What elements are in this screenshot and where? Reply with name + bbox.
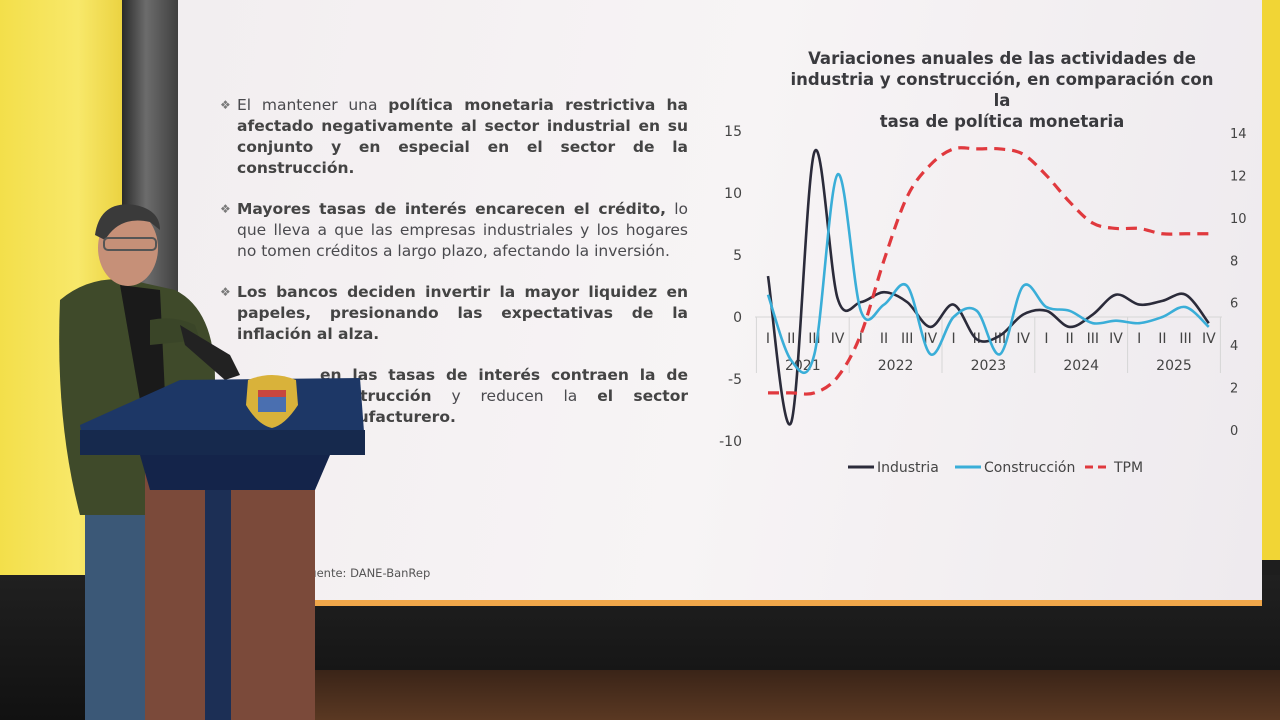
chart-title-line: Variaciones anuales de las actividades d… (808, 49, 1196, 68)
coat-of-arms-emblem (246, 375, 298, 428)
right-axis-tick-label: 0 (1230, 424, 1238, 439)
quarter-tick-label: IV (1202, 331, 1216, 347)
quarter-tick-label: I (859, 331, 863, 347)
quarter-tick-label: II (1158, 331, 1166, 347)
legend-label: Industria (877, 460, 939, 476)
bullet-2: ❖ Mayores tasas de interés encarecen el c… (220, 199, 688, 262)
quarter-tick-label: III (1179, 331, 1191, 347)
quarter-tick-label: II (787, 331, 795, 347)
slide-bullets: ❖ El mantener una política monetaria rest… (220, 95, 688, 448)
quarter-tick-label: IV (831, 331, 845, 347)
quarter-tick-label: IV (1109, 331, 1123, 347)
left-axis-tick-label: 15 (724, 124, 742, 140)
bullet-bold-text: Mayores tasas de interés encarecen el cr… (237, 200, 667, 218)
left-axis-tick-label: 0 (733, 310, 742, 326)
quarter-tick-label: II (1065, 331, 1073, 347)
source-note: . Fuente: DANE-BanRep (296, 566, 431, 580)
right-axis-tick-label: 10 (1230, 212, 1247, 227)
quarter-tick-label: II (880, 331, 888, 347)
chart-title: Variaciones anuales de las actividades d… (790, 48, 1214, 132)
chart-title-line: industria y construcción, en comparación… (790, 70, 1214, 110)
podium (80, 375, 365, 720)
bullet-text: y reducen la (431, 387, 578, 405)
right-axis-tick-label: 14 (1230, 127, 1247, 142)
bullet-3: ❖ Los bancos deciden invertir la mayor li… (220, 282, 688, 345)
quarter-tick-label: IV (1016, 331, 1030, 347)
right-axis-tick-label: 8 (1230, 254, 1238, 269)
bullet-1: ❖ El mantener una política monetaria rest… (220, 95, 688, 179)
year-tick-label: 2025 (1156, 358, 1192, 374)
year-tick-label: 2024 (1063, 358, 1099, 374)
left-axis-tick-label: 10 (724, 186, 742, 202)
quarter-tick-label: I (952, 331, 956, 347)
chart-title-line: tasa de política monetaria (879, 112, 1125, 131)
year-tick-label: 2022 (878, 358, 914, 374)
bullet-text: El mantener una (237, 96, 389, 114)
left-axis-tick-label: -10 (719, 434, 742, 450)
bullet-diamond-icon: ❖ (220, 202, 231, 216)
quarter-tick-label: III (901, 331, 913, 347)
bullet-text: lo que lleva a que las empresas industri… (237, 200, 688, 260)
right-axis-tick-label: 6 (1230, 297, 1238, 312)
series-line-industria (766, 148, 1210, 426)
quarter-tick-label: III (1087, 331, 1099, 347)
quarter-tick-label: I (1044, 331, 1048, 347)
right-axis-tick-label: 2 (1230, 382, 1238, 397)
quarter-tick-label: IV (924, 331, 938, 347)
series-line-construcción (766, 173, 1210, 374)
legend-label: Construcción (984, 460, 1075, 476)
year-tick-label: 2023 (971, 358, 1007, 374)
bullet-bold-text: política monetaria restrictiva ha afecta… (237, 96, 689, 177)
left-axis-tick-label: -5 (728, 372, 742, 388)
quarter-tick-label: I (1137, 331, 1141, 347)
bullet-bold-text: Los bancos deciden invertir la mayor liq… (237, 283, 688, 343)
bullet-diamond-icon: ❖ (220, 98, 231, 112)
quarter-tick-label: I (766, 331, 770, 347)
bullet-diamond-icon: ❖ (220, 285, 231, 299)
floor (300, 670, 1280, 720)
yellow-wall-right (1258, 0, 1280, 560)
right-axis-tick-label: 12 (1230, 169, 1247, 184)
legend-label: TPM (1113, 460, 1143, 476)
series-line-tpm (768, 146, 1209, 396)
left-axis-tick-label: 5 (733, 248, 742, 264)
presentation-screen (178, 0, 1262, 606)
right-axis-tick-label: 4 (1230, 339, 1238, 354)
